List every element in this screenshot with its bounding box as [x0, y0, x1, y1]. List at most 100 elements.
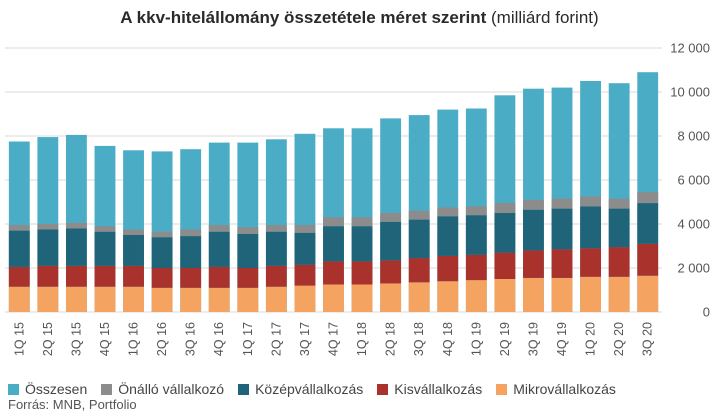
bar-segment [551, 198, 573, 209]
bar-segment [494, 279, 516, 312]
bar-segment [237, 287, 259, 312]
x-tick-label: 3Q 15 [69, 322, 83, 356]
bar-segment [437, 207, 459, 217]
x-tick-label: 1Q 16 [127, 322, 141, 356]
bar-segment [294, 285, 316, 312]
bar-segment [351, 261, 373, 285]
bar-segment [465, 254, 487, 281]
bar-segment [637, 203, 659, 244]
x-tick-label: 2Q 15 [41, 322, 55, 356]
bar-segment [580, 196, 602, 207]
bar-segment [494, 203, 516, 213]
bar-segment [323, 217, 344, 227]
bar-segment [94, 231, 116, 266]
bar-segment [408, 258, 430, 283]
bar-segment [323, 284, 344, 312]
x-tick-label: 4Q 16 [212, 322, 226, 356]
bar-segment [37, 229, 59, 266]
legend-label: Összesen [25, 381, 88, 397]
x-tick-label: 2Q 20 [612, 322, 626, 356]
bar-segment [237, 227, 259, 234]
bar-segment [208, 266, 230, 288]
x-tick-label: 1Q 15 [12, 322, 26, 356]
bar-segment [151, 287, 173, 312]
legend-swatch [238, 383, 250, 395]
x-tick-label: 4Q 15 [98, 322, 112, 356]
bar-segment [637, 243, 659, 276]
bar-segment [180, 268, 202, 288]
y-tick-label: 6 000 [677, 173, 710, 188]
bar-segment [151, 237, 173, 268]
bar-segment [523, 250, 544, 278]
bar-segment [37, 286, 59, 312]
legend-swatch [377, 383, 389, 395]
bar-segment [580, 206, 602, 249]
bar-segment [265, 265, 287, 287]
bar-segment [380, 213, 402, 222]
bar-segment [8, 230, 30, 267]
bar-segment [523, 209, 544, 251]
bar-segment [8, 225, 30, 231]
legend-item: Középvállalkozás [238, 381, 363, 397]
x-tick-label: 2Q 16 [155, 322, 169, 356]
bar-segment [65, 286, 87, 312]
bar-segment [380, 221, 402, 261]
x-tick-label: 3Q 19 [526, 322, 540, 356]
chart-title-main: A kkv-hitelállomány összetétele méret sz… [120, 8, 487, 27]
bar-segment [151, 231, 173, 238]
legend-item: Kisvállalkozás [377, 381, 482, 397]
y-tick-label: 12 000 [670, 41, 710, 56]
y-tick-label: 0 [703, 305, 710, 320]
x-tick-label: 3Q 20 [641, 322, 655, 356]
legend-label: Kisvállalkozás [394, 381, 483, 397]
bar-segment [123, 235, 144, 266]
bar-segment [523, 277, 544, 312]
x-tick-label: 2Q 18 [384, 322, 398, 356]
x-tick-label: 1Q 19 [469, 322, 483, 356]
x-tick-label: 1Q 17 [241, 322, 255, 356]
source-note: Forrás: MNB, Portfolio [8, 397, 137, 412]
bar-segment [237, 233, 259, 268]
bar-segment [65, 222, 87, 229]
chart-title-unit: (milliárd forint) [491, 8, 599, 27]
legend-label: Mikrovállalkozás [513, 381, 616, 397]
chart-title: A kkv-hitelállomány összetétele méret sz… [0, 8, 719, 28]
legend-swatch [101, 383, 113, 395]
bar-segment [551, 208, 573, 250]
x-tick-label: 4Q 19 [555, 322, 569, 356]
bar-segment [94, 265, 116, 287]
bar-segment [380, 260, 402, 284]
bar-segment [323, 226, 344, 262]
bar-segment [123, 229, 144, 235]
x-tick-label: 1Q 18 [355, 322, 369, 356]
bar-segment [123, 286, 144, 312]
bar-segment [437, 255, 459, 282]
bar-segment [465, 206, 487, 216]
bar-segment [351, 217, 373, 227]
bar-segment [294, 232, 316, 265]
bar-segment [351, 284, 373, 312]
bar-segment [180, 287, 202, 312]
legend-item: Mikrovállalkozás [496, 381, 616, 397]
bar-segment [265, 231, 287, 266]
bar-segment [637, 192, 659, 204]
bar-segment [437, 281, 459, 312]
bar-segment [608, 247, 630, 277]
bar-segment [294, 225, 316, 233]
legend-swatch [8, 383, 19, 395]
bar-segment [65, 228, 87, 266]
bar-segment [123, 265, 144, 287]
bar-segment [637, 275, 659, 312]
bar-segment [8, 266, 30, 287]
bar-segment [265, 225, 287, 232]
bar-segment [523, 199, 544, 210]
bar-segment [551, 277, 573, 312]
bar-segment [580, 276, 602, 312]
bar-segment [608, 276, 630, 312]
legend-item: Összesen [8, 381, 87, 397]
x-tick-label: 4Q 17 [327, 322, 341, 356]
bar-segment [380, 283, 402, 312]
legend-item: Önálló vállalkozó [101, 381, 224, 397]
bar-segment [465, 215, 487, 255]
bar-segment [37, 265, 59, 287]
